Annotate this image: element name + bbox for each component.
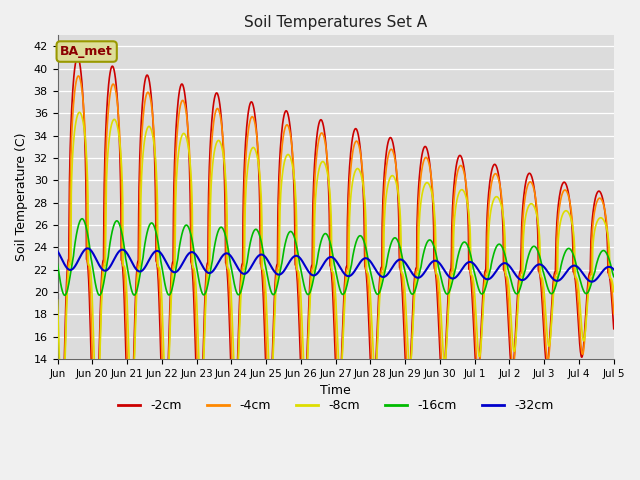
Title: Soil Temperatures Set A: Soil Temperatures Set A (244, 15, 428, 30)
Legend: -2cm, -4cm, -8cm, -16cm, -32cm: -2cm, -4cm, -8cm, -16cm, -32cm (113, 395, 559, 418)
Text: BA_met: BA_met (60, 45, 113, 58)
X-axis label: Time: Time (320, 384, 351, 397)
Y-axis label: Soil Temperature (C): Soil Temperature (C) (15, 133, 28, 262)
